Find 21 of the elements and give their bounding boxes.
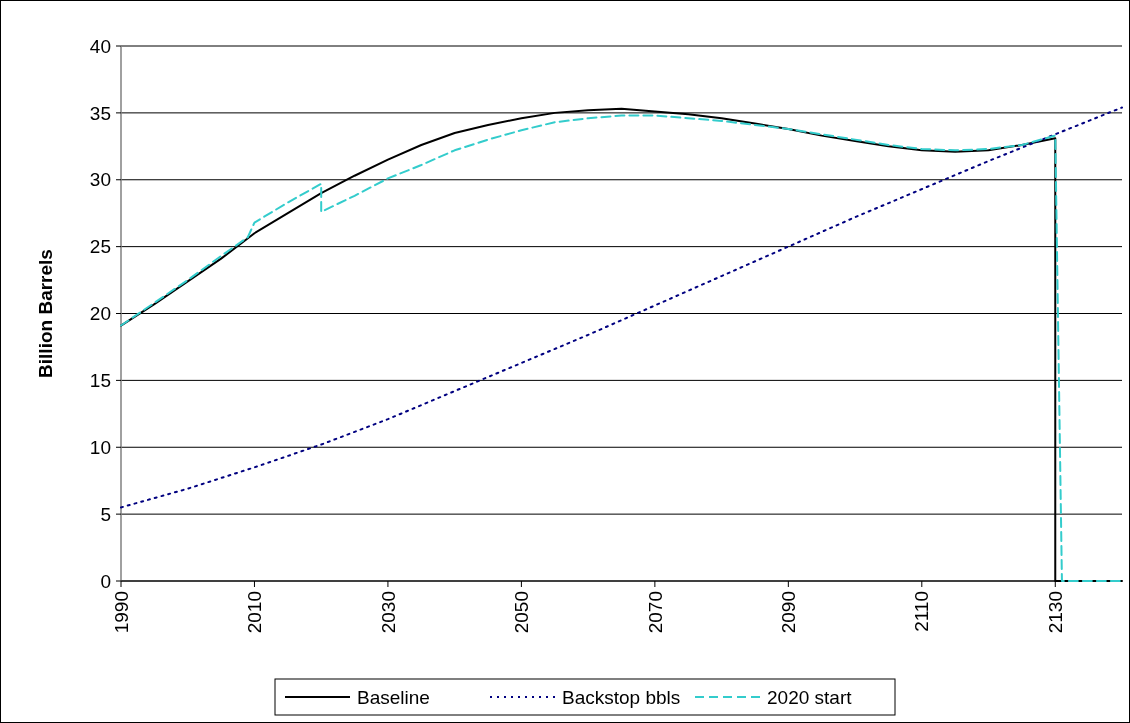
x-tick-label: 2110	[911, 591, 933, 632]
x-tick-label: 2050	[511, 591, 533, 634]
y-tick-label: 25	[89, 236, 111, 258]
x-tick-label: 1990	[110, 591, 132, 634]
legend-label: Backstop bbls	[562, 686, 681, 708]
y-tick-label: 15	[89, 370, 111, 392]
y-tick-label: 20	[89, 303, 111, 325]
y-tick-label: 30	[89, 169, 111, 191]
legend-label: Baseline	[357, 686, 430, 708]
y-tick-label: 35	[89, 102, 111, 124]
y-axis-title: Billion Barrels	[35, 249, 56, 378]
x-tick-label: 2130	[1044, 591, 1066, 634]
y-tick-label: 40	[89, 35, 111, 57]
x-tick-label: 2090	[777, 591, 799, 634]
y-tick-label: 5	[100, 503, 111, 525]
y-tick-label: 10	[89, 436, 111, 458]
legend-label: 2020 start	[767, 686, 853, 708]
x-tick-label: 2070	[644, 591, 666, 634]
x-tick-label: 2010	[244, 591, 266, 634]
y-tick-label: 0	[100, 570, 111, 592]
x-tick-label: 2030	[377, 591, 399, 634]
